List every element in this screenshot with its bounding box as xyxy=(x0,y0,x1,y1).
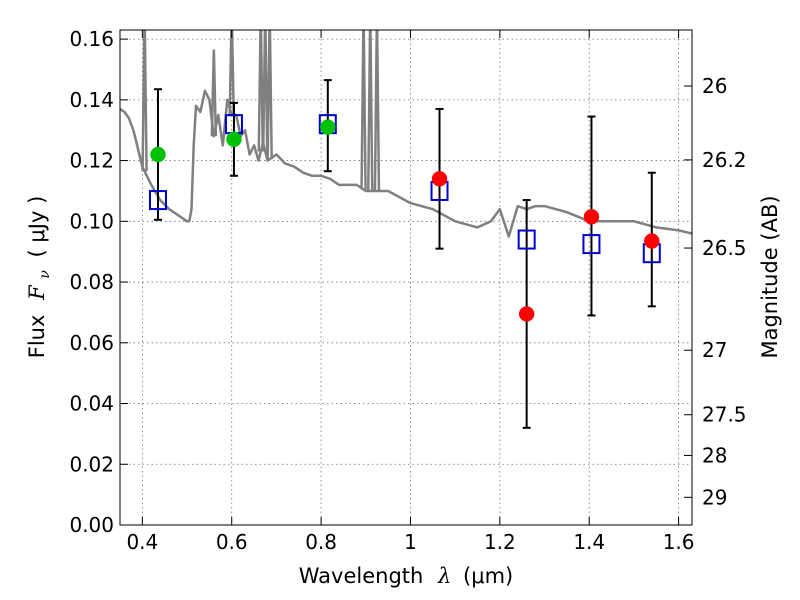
plot-frame xyxy=(119,29,693,526)
y-tick-label: 0.04 xyxy=(69,392,114,416)
spectrum-spike xyxy=(228,30,235,116)
y-tick-label: 0.06 xyxy=(69,331,114,355)
y-tick-label: 0.02 xyxy=(69,452,114,476)
y-axis-ticks: 0.00 0.02 0.04 0.06 0.08 0.10 0.12 0.14 0.16 xyxy=(69,27,128,537)
data-points xyxy=(148,114,661,322)
y-tick-label: 0.08 xyxy=(69,270,114,294)
red-point xyxy=(431,171,448,187)
spectrum-spike xyxy=(210,49,218,137)
x-tick-label: 1.4 xyxy=(573,530,605,554)
green-point xyxy=(226,131,242,148)
x-axis-label-symbol: λ xyxy=(437,564,451,588)
x-tick-label: 0.8 xyxy=(305,530,337,554)
y2-tick-label: 27 xyxy=(702,338,727,362)
y2-tick-label: 26.5 xyxy=(702,236,747,260)
y2-axis-ticks: 26 26.2 26.5 27 27.5 28 29 xyxy=(684,74,747,509)
green-point xyxy=(320,119,336,135)
y-tick-label: 0.16 xyxy=(69,27,114,51)
x-tick-label: 0.4 xyxy=(126,530,158,554)
x-axis-label: Wavelength λ (μm) xyxy=(299,564,513,588)
x-axis-ticks: 0.4 0.6 0.8 1 1.2 1.4 1.6 xyxy=(126,30,695,554)
spectrum-spike xyxy=(360,30,367,190)
model-spectrum xyxy=(120,30,692,238)
x-axis-label-main: Wavelength xyxy=(299,564,424,588)
red-point xyxy=(518,306,535,322)
y2-tick-label: 26.2 xyxy=(702,148,747,172)
y2-tick-label: 29 xyxy=(702,485,727,509)
y-axis-label-subscript: ν xyxy=(37,270,53,279)
spectrum-spike xyxy=(367,30,374,191)
y-axis-label-symbol: F xyxy=(25,284,49,301)
y-tick-label: 0.12 xyxy=(69,149,114,173)
model-square xyxy=(148,190,167,211)
x-tick-label: 0.6 xyxy=(216,530,248,554)
y2-axis-label: Magnitude (AB) xyxy=(758,195,782,358)
y-axis-label-main: Flux xyxy=(25,315,49,359)
model-square xyxy=(517,229,536,250)
spectrum-spike xyxy=(373,30,381,191)
x-tick-label: 1 xyxy=(404,530,417,554)
y-tick-label: 0.10 xyxy=(69,209,114,233)
red-point xyxy=(644,233,660,249)
spectrum-spike xyxy=(266,30,273,160)
y-axis-label: Flux F ν ( μJy ) xyxy=(25,196,54,359)
red-point xyxy=(583,209,600,225)
spectrum-spike xyxy=(257,30,265,152)
y-tick-label: 0.14 xyxy=(69,88,114,112)
y-axis-label-unit: ( μJy ) xyxy=(25,196,49,258)
spectrum-spike xyxy=(261,30,269,152)
y-tick-label: 0.00 xyxy=(69,513,114,537)
model-square xyxy=(582,234,601,255)
y2-tick-label: 26 xyxy=(702,74,727,98)
x-tick-label: 1.2 xyxy=(484,530,516,554)
x-tick-label: 1.6 xyxy=(663,530,695,554)
y2-tick-label: 27.5 xyxy=(702,403,747,427)
x-axis-label-unit: (μm) xyxy=(463,564,513,588)
y2-tick-label: 28 xyxy=(702,443,727,467)
spectrum-spike xyxy=(141,30,148,172)
green-point xyxy=(150,146,166,163)
